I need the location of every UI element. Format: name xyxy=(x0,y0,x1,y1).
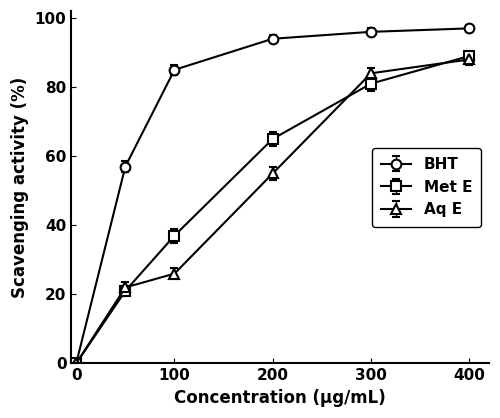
Legend: BHT, Met E, Aq E: BHT, Met E, Aq E xyxy=(372,148,481,227)
Y-axis label: Scavenging activity (%): Scavenging activity (%) xyxy=(11,76,29,298)
X-axis label: Concentration (μg/mL): Concentration (μg/mL) xyxy=(174,389,386,407)
